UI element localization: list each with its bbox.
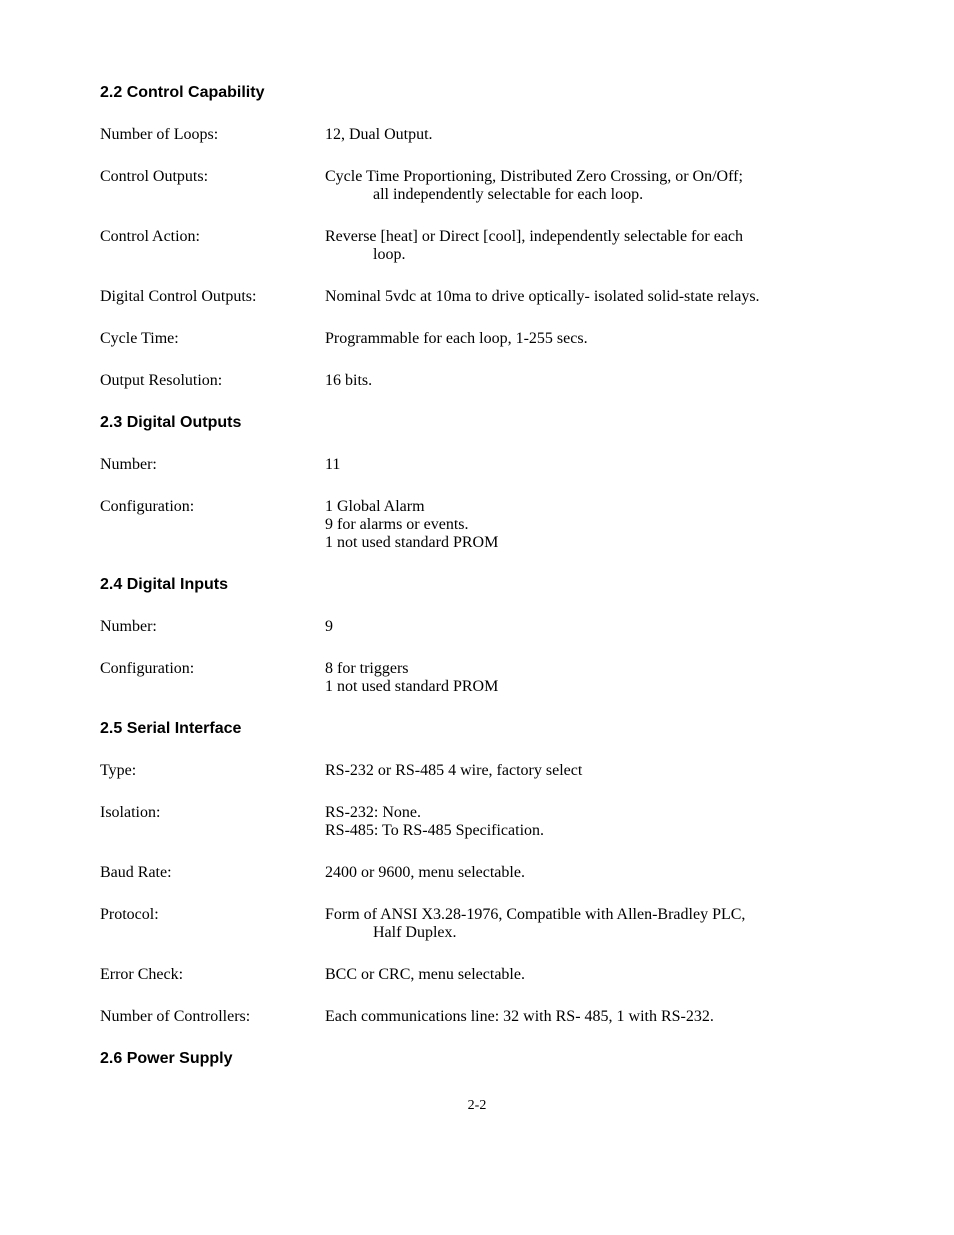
spec-label: Isolation:: [100, 804, 325, 822]
spec-row: Type: RS-232 or RS-485 4 wire, factory s…: [100, 762, 854, 780]
spec-label: Number:: [100, 618, 325, 636]
spec-row: Configuration: 8 for triggers 1 not used…: [100, 660, 854, 696]
section-heading: 2.2 Control Capability: [100, 84, 854, 102]
spec-value: 8 for triggers 1 not used standard PROM: [325, 660, 854, 696]
spec-value: 1 Global Alarm 9 for alarms or events. 1…: [325, 498, 854, 552]
spec-value: 11: [325, 456, 854, 474]
spec-row: Number: 11: [100, 456, 854, 474]
spec-value: Each communications line: 32 with RS- 48…: [325, 1008, 854, 1026]
section-heading: 2.4 Digital Inputs: [100, 576, 854, 594]
spec-row: Error Check: BCC or CRC, menu selectable…: [100, 966, 854, 984]
spec-label: Error Check:: [100, 966, 325, 984]
spec-label: Control Action:: [100, 228, 325, 246]
spec-row: Configuration: 1 Global Alarm 9 for alar…: [100, 498, 854, 552]
spec-value: Form of ANSI X3.28-1976, Compatible with…: [325, 906, 854, 942]
spec-label: Configuration:: [100, 498, 325, 516]
spec-row: Control Outputs: Cycle Time Proportionin…: [100, 168, 854, 204]
spec-value-line: Cycle Time Proportioning, Distributed Ze…: [325, 168, 743, 185]
spec-value-line: 1 Global Alarm: [325, 498, 854, 516]
spec-label: Baud Rate:: [100, 864, 325, 882]
spec-label: Number of Loops:: [100, 126, 325, 144]
spec-row: Control Action: Reverse [heat] or Direct…: [100, 228, 854, 264]
spec-value-line: Half Duplex.: [325, 924, 854, 942]
spec-value-line: loop.: [325, 246, 854, 264]
spec-label: Number of Controllers:: [100, 1008, 325, 1026]
spec-label: Digital Control Outputs:: [100, 288, 325, 306]
spec-label: Type:: [100, 762, 325, 780]
spec-label: Protocol:: [100, 906, 325, 924]
spec-value: Programmable for each loop, 1-255 secs.: [325, 330, 854, 348]
spec-value-line: 1 not used standard PROM: [325, 534, 854, 552]
spec-row: Protocol: Form of ANSI X3.28-1976, Compa…: [100, 906, 854, 942]
spec-value-line: RS-485: To RS-485 Specification.: [325, 822, 854, 840]
spec-value: 16 bits.: [325, 372, 854, 390]
spec-row: Number of Loops: 12, Dual Output.: [100, 126, 854, 144]
spec-label: Cycle Time:: [100, 330, 325, 348]
spec-row: Output Resolution: 16 bits.: [100, 372, 854, 390]
spec-row: Isolation: RS-232: None. RS-485: To RS-4…: [100, 804, 854, 840]
spec-value: 2400 or 9600, menu selectable.: [325, 864, 854, 882]
spec-value: BCC or CRC, menu selectable.: [325, 966, 854, 984]
spec-value: 12, Dual Output.: [325, 126, 854, 144]
spec-row: Baud Rate: 2400 or 9600, menu selectable…: [100, 864, 854, 882]
spec-value-line: Form of ANSI X3.28-1976, Compatible with…: [325, 906, 745, 923]
spec-value: RS-232 or RS-485 4 wire, factory select: [325, 762, 854, 780]
spec-row: Number of Controllers: Each communicatio…: [100, 1008, 854, 1026]
spec-value-line: 9 for alarms or events.: [325, 516, 854, 534]
spec-row: Number: 9: [100, 618, 854, 636]
spec-label: Number:: [100, 456, 325, 474]
spec-row: Digital Control Outputs: Nominal 5vdc at…: [100, 288, 854, 306]
spec-label: Output Resolution:: [100, 372, 325, 390]
section-heading: 2.6 Power Supply: [100, 1050, 854, 1068]
spec-value-line: RS-232: None.: [325, 804, 854, 822]
page-number: 2-2: [100, 1098, 854, 1114]
spec-value: Cycle Time Proportioning, Distributed Ze…: [325, 168, 854, 204]
section-heading: 2.3 Digital Outputs: [100, 414, 854, 432]
spec-label: Control Outputs:: [100, 168, 325, 186]
spec-value: Reverse [heat] or Direct [cool], indepen…: [325, 228, 854, 264]
spec-value-line: 8 for triggers: [325, 660, 854, 678]
spec-value: Nominal 5vdc at 10ma to drive optically-…: [325, 288, 854, 306]
section-heading: 2.5 Serial Interface: [100, 720, 854, 738]
spec-value: RS-232: None. RS-485: To RS-485 Specific…: [325, 804, 854, 840]
spec-value: 9: [325, 618, 854, 636]
spec-value-line: Reverse [heat] or Direct [cool], indepen…: [325, 228, 743, 245]
spec-value-line: 1 not used standard PROM: [325, 678, 854, 696]
spec-row: Cycle Time: Programmable for each loop, …: [100, 330, 854, 348]
spec-label: Configuration:: [100, 660, 325, 678]
spec-value-line: all independently selectable for each lo…: [325, 186, 854, 204]
